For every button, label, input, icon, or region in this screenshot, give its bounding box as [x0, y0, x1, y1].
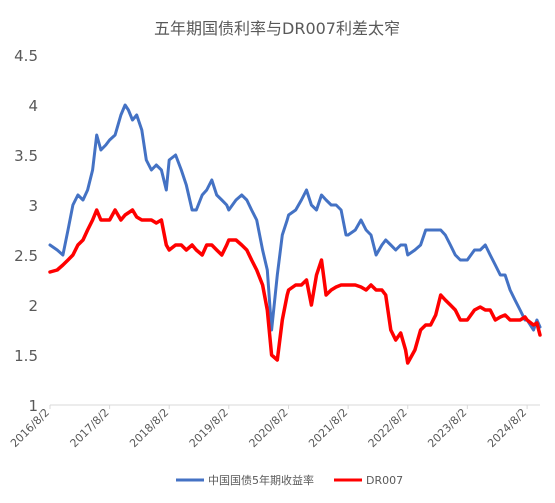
y-axis-ticks: 1 1.5 2 2.5 3 3.5 4 4.5 [14, 47, 38, 415]
y-tick-label: 4 [28, 97, 38, 115]
x-tick-label: 2020/8/2 [247, 406, 291, 450]
x-tick-label: 2023/8/2 [425, 406, 469, 450]
x-tick-label: 2024/8/2 [485, 406, 529, 450]
x-tick-label: 2019/8/2 [187, 406, 231, 450]
series-line-1 [48, 208, 542, 365]
series-lines [48, 103, 542, 365]
y-tick-label: 3.5 [14, 147, 38, 165]
legend-label: 中国国债5年期收益率 [208, 473, 314, 487]
x-tick-label: 2022/8/2 [366, 406, 410, 450]
legend-label: DR007 [366, 474, 403, 487]
series-line-0 [48, 103, 542, 332]
y-tick-label: 3 [28, 197, 38, 215]
y-tick-label: 1 [28, 397, 38, 415]
legend: 中国国债5年期收益率 DR007 [176, 473, 403, 487]
x-tick-label: 2021/8/2 [306, 406, 350, 450]
y-tick-label: 4.5 [14, 47, 38, 65]
x-tick-label: 2018/8/2 [127, 406, 171, 450]
chart-title: 五年期国债利率与DR007利差太窄 [154, 19, 400, 38]
x-axis-ticks: 2016/8/2 2017/8/2 2018/8/2 2019/8/2 2020/8/2… [8, 405, 529, 450]
y-tick-label: 2 [28, 297, 38, 315]
y-tick-label: 2.5 [14, 247, 38, 265]
x-tick-label: 2017/8/2 [68, 406, 112, 450]
y-tick-label: 1.5 [14, 347, 38, 365]
